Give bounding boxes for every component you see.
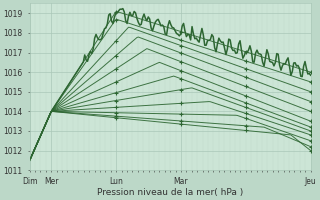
- X-axis label: Pression niveau de la mer( hPa ): Pression niveau de la mer( hPa ): [97, 188, 243, 197]
